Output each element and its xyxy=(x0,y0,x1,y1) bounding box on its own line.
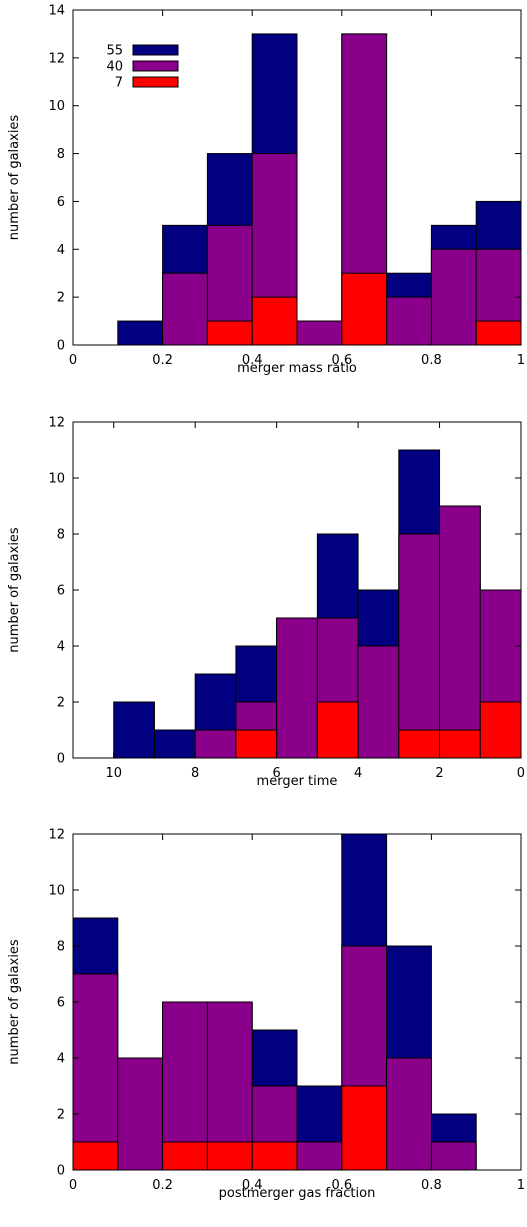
x-tick-label-2-0: 10 xyxy=(105,766,122,781)
y-tick-label-2-6: 12 xyxy=(48,416,65,431)
bar-3-series-7-bin-3 xyxy=(206,1141,253,1171)
y-tick-label-3-4: 8 xyxy=(57,940,65,955)
bar-3-series-7-bin-2 xyxy=(162,1141,208,1171)
bar-2-series-7-bin-7 xyxy=(398,729,441,759)
plot-frame-1 xyxy=(72,9,522,346)
bar-2-series-40-bin-4 xyxy=(276,617,318,759)
x-tick-label-1-2: 0.4 xyxy=(242,353,263,368)
x-tick-label-1-4: 0.8 xyxy=(421,353,442,368)
bar-3-series-7-bin-4 xyxy=(251,1141,298,1171)
bar-2-series-55-bin-1 xyxy=(153,729,196,759)
x-tick-label-2-3: 4 xyxy=(354,766,362,781)
x-tick-label-2-1: 8 xyxy=(191,766,199,781)
x-tick-label-2-4: 2 xyxy=(435,766,443,781)
legend-swatch-7 xyxy=(132,76,179,88)
x-tick-label-2-5: 0 xyxy=(517,766,525,781)
bar-1-series-40-bin-8 xyxy=(430,248,477,346)
bar-2-series-40-bin-8 xyxy=(439,505,481,759)
bar-1-series-40-bin-2 xyxy=(162,272,208,346)
bar-2-series-55-bin-0 xyxy=(113,701,155,759)
y-tick-label-1-0: 0 xyxy=(57,339,65,354)
x-tick-label-3-4: 0.8 xyxy=(421,1178,442,1193)
x-tick-label-3-5: 1 xyxy=(517,1178,525,1193)
bar-1-series-7-bin-4 xyxy=(251,296,298,346)
x-tick-label-1-5: 1 xyxy=(517,353,525,368)
x-axis-label-1: merger mass ratio xyxy=(237,361,357,376)
bar-1-series-40-bin-7 xyxy=(386,296,432,346)
y-tick-label-2-2: 4 xyxy=(57,640,65,655)
bar-1-series-7-bin-6 xyxy=(341,272,388,346)
y-tick-label-1-2: 4 xyxy=(57,243,65,258)
x-tick-label-3-1: 0.2 xyxy=(152,1178,173,1193)
y-tick-label-2-1: 2 xyxy=(57,696,65,711)
y-tick-label-1-3: 6 xyxy=(57,195,65,210)
bar-2-series-7-bin-5 xyxy=(316,701,359,759)
legend-label-55: 55 xyxy=(106,44,123,59)
bar-3-series-7-bin-0 xyxy=(72,1141,119,1171)
bar-3-series-7-bin-6 xyxy=(341,1085,388,1171)
bar-3-series-40-bin-8 xyxy=(430,1141,477,1171)
y-tick-label-2-3: 6 xyxy=(57,584,65,599)
legend-label-7: 7 xyxy=(115,76,123,91)
bar-1-series-40-bin-5 xyxy=(296,320,343,346)
legend-swatch-40 xyxy=(132,60,179,72)
bar-2-series-7-bin-8 xyxy=(439,729,481,759)
bar-3-series-40-bin-1 xyxy=(117,1057,164,1171)
y-tick-label-1-7: 14 xyxy=(48,4,65,19)
y-tick-label-3-1: 2 xyxy=(57,1108,65,1123)
y-tick-label-1-1: 2 xyxy=(57,291,65,306)
y-tick-label-3-3: 6 xyxy=(57,996,65,1011)
y-tick-label-3-2: 4 xyxy=(57,1052,65,1067)
bar-3-series-40-bin-0 xyxy=(72,973,119,1171)
x-tick-label-1-3: 0.6 xyxy=(331,353,352,368)
bar-2-series-7-bin-3 xyxy=(235,729,278,759)
x-tick-label-1-0: 0 xyxy=(69,353,77,368)
y-axis-label-1: number of galaxies xyxy=(7,115,22,241)
bar-1-series-55-bin-1 xyxy=(117,320,164,346)
x-axis-label-3: postmerger gas fraction xyxy=(219,1186,376,1201)
y-tick-label-2-4: 8 xyxy=(57,528,65,543)
y-axis-label-3: number of galaxies xyxy=(7,939,22,1065)
bar-2-series-40-bin-7 xyxy=(398,533,441,759)
legend-swatch-55 xyxy=(132,44,179,56)
y-tick-label-3-0: 0 xyxy=(57,1164,65,1179)
x-tick-label-2-2: 6 xyxy=(272,766,280,781)
y-axis-label-2: number of galaxies xyxy=(7,527,22,653)
legend-label-40: 40 xyxy=(106,60,123,75)
bar-2-series-40-bin-6 xyxy=(357,645,400,759)
y-tick-label-2-0: 0 xyxy=(57,752,65,767)
y-tick-label-2-5: 10 xyxy=(48,472,65,487)
x-axis-label-2: merger time xyxy=(257,774,338,789)
x-tick-label-3-0: 0 xyxy=(69,1178,77,1193)
bar-3-series-40-bin-7 xyxy=(386,1057,432,1171)
y-tick-label-3-6: 12 xyxy=(48,828,65,843)
bar-2-series-40-bin-2 xyxy=(194,729,237,759)
y-tick-label-1-5: 10 xyxy=(48,99,65,114)
y-tick-label-1-6: 12 xyxy=(48,51,65,66)
y-tick-label-1-4: 8 xyxy=(57,147,65,162)
bar-1-series-7-bin-9 xyxy=(475,320,522,346)
bar-2-series-7-bin-9 xyxy=(479,701,522,759)
x-tick-label-3-3: 0.6 xyxy=(331,1178,352,1193)
bar-1-series-7-bin-3 xyxy=(206,320,253,346)
x-tick-label-1-1: 0.2 xyxy=(152,353,173,368)
y-tick-label-3-5: 10 xyxy=(48,884,65,899)
x-tick-label-3-2: 0.4 xyxy=(242,1178,263,1193)
bar-3-series-40-bin-5 xyxy=(296,1141,343,1171)
